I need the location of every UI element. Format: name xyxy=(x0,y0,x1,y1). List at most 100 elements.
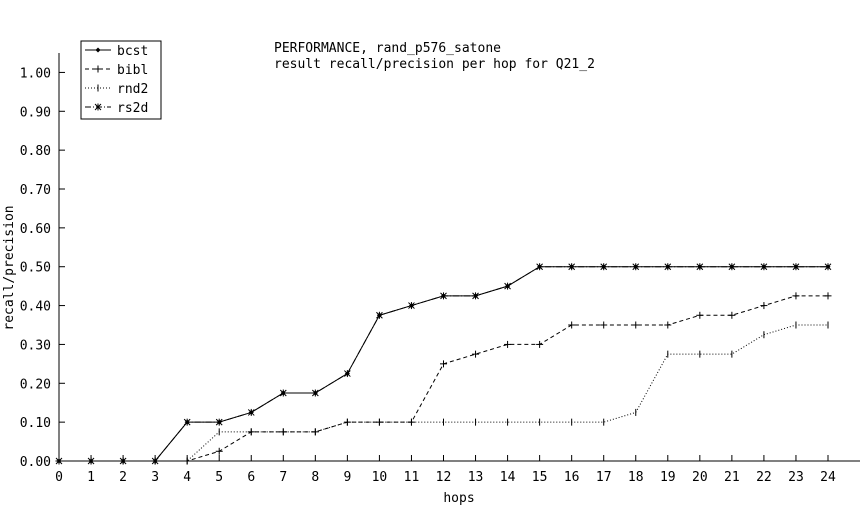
x-tick-label: 6 xyxy=(247,470,255,485)
data-point-bibl xyxy=(311,428,319,436)
series-layer xyxy=(55,263,832,465)
x-tick-label: 10 xyxy=(372,470,388,485)
x-tick-label: 5 xyxy=(215,470,223,485)
x-tick-label: 2 xyxy=(119,470,127,485)
data-point-bcst xyxy=(825,264,831,270)
series-bibl xyxy=(55,292,832,465)
x-tick-label: 12 xyxy=(436,470,452,485)
x-tick-label: 15 xyxy=(532,470,548,485)
data-point-bcst xyxy=(793,264,799,270)
chart-subtitle: result recall/precision per hop for Q21_… xyxy=(274,57,595,72)
data-point-bcst xyxy=(280,390,286,396)
data-point-bibl xyxy=(215,447,223,455)
y-tick-label: 0.50 xyxy=(20,261,51,276)
data-point-bibl xyxy=(664,321,672,329)
data-point-bcst xyxy=(665,264,671,270)
legend-label-rs2d: rs2d xyxy=(117,101,148,116)
y-axis: 0.00 0.10 0.20 0.30 0.40 0.50 0.60 0.70 0.80 0.90… xyxy=(20,66,65,470)
x-tick-label: 22 xyxy=(756,470,772,485)
legend-box xyxy=(80,40,162,120)
y-tick-label: 0.80 xyxy=(20,144,51,159)
y-tick-label: 0.30 xyxy=(20,338,51,353)
x-tick-label: 24 xyxy=(820,470,836,485)
data-point-bcst xyxy=(505,283,511,289)
data-point-bibl xyxy=(375,418,383,426)
y-tick-label: 0.60 xyxy=(20,222,51,237)
data-point-bcst xyxy=(441,293,446,299)
data-point-bcst xyxy=(729,264,735,270)
legend-label-bcst: bcst xyxy=(117,44,148,59)
data-point-bcst xyxy=(473,293,479,299)
x-tick-label: 14 xyxy=(500,470,516,485)
x-tick-label: 20 xyxy=(692,470,708,485)
data-point-bcst xyxy=(152,458,158,464)
data-point-bibl xyxy=(760,302,768,310)
data-point-bcst xyxy=(697,264,703,270)
y-tick-label: 1.00 xyxy=(20,66,51,81)
y-tick-label: 0.10 xyxy=(20,416,51,431)
x-tick-label: 11 xyxy=(404,470,420,485)
data-point-bcst xyxy=(312,390,318,396)
data-point-bcst xyxy=(120,458,126,464)
data-point-bibl xyxy=(696,311,704,319)
data-point-bcst xyxy=(216,419,222,425)
data-point-bcst xyxy=(601,264,607,270)
legend-marker-rs2d xyxy=(94,103,102,111)
data-point-bibl xyxy=(504,340,512,348)
data-point-bibl xyxy=(600,321,608,329)
data-point-bibl xyxy=(279,428,287,436)
chart-title: PERFORMANCE, rand_p576_satone xyxy=(274,41,501,56)
x-tick-label: 16 xyxy=(564,470,580,485)
x-tick-label: 3 xyxy=(151,470,159,485)
y-tick-label: 0.90 xyxy=(20,105,51,120)
data-point-bibl xyxy=(343,418,351,426)
data-point-bibl xyxy=(536,340,544,348)
legend-marker-bibl xyxy=(94,65,102,73)
y-tick-label: 0.40 xyxy=(20,300,51,315)
data-point-bibl xyxy=(568,321,576,329)
x-tick-label: 18 xyxy=(628,470,644,485)
x-tick-label: 21 xyxy=(724,470,740,485)
series-line-bibl xyxy=(59,295,828,462)
data-point-bibl xyxy=(440,360,447,368)
data-point-bcst xyxy=(408,303,414,309)
data-point-bibl xyxy=(824,292,832,300)
x-tick-label: 23 xyxy=(788,470,804,485)
data-point-bcst xyxy=(761,264,767,270)
legend-item-rnd2: rnd2 xyxy=(85,82,148,97)
legend-label-rnd2: rnd2 xyxy=(117,82,148,97)
y-tick-label: 0.00 xyxy=(20,455,51,470)
data-point-bibl xyxy=(472,350,480,358)
x-tick-label: 17 xyxy=(596,470,612,485)
data-point-bibl xyxy=(247,428,255,436)
y-tick-label: 0.20 xyxy=(20,377,51,392)
data-point-bcst xyxy=(344,371,350,377)
data-point-bcst xyxy=(248,409,254,415)
series-bcst xyxy=(56,264,831,464)
x-axis-label: hops xyxy=(443,491,474,506)
data-point-bibl xyxy=(728,311,736,319)
data-point-bibl xyxy=(632,321,640,329)
x-axis: 0 1 2 3 4 5 6 7 8 9 10 11 12 13 14 15 16 17 18 19 20 21 22 23 24 xyxy=(55,455,836,485)
data-point-bcst xyxy=(376,312,382,318)
x-tick-label: 4 xyxy=(183,470,191,485)
x-tick-label: 7 xyxy=(279,470,287,485)
legend-item-bcst: bcst xyxy=(85,44,148,59)
data-point-bibl xyxy=(183,457,191,465)
data-point-bibl xyxy=(792,292,800,300)
data-point-bcst xyxy=(633,264,639,270)
legend-label-bibl: bibl xyxy=(117,63,148,78)
data-point-bcst xyxy=(569,264,575,270)
x-tick-label: 0 xyxy=(55,470,63,485)
data-point-bcst xyxy=(537,264,543,270)
plot-frame xyxy=(58,53,860,462)
x-tick-label: 8 xyxy=(311,470,319,485)
series-line-rnd2 xyxy=(59,324,828,462)
x-tick-label: 1 xyxy=(87,470,95,485)
x-tick-label: 19 xyxy=(660,470,676,485)
x-tick-label: 9 xyxy=(343,470,351,485)
series-rnd2 xyxy=(58,321,829,465)
legend-marker-bcst xyxy=(95,47,101,53)
legend: bcst bibl rnd2 rs2d xyxy=(80,40,162,120)
data-point-bcst xyxy=(184,419,190,425)
